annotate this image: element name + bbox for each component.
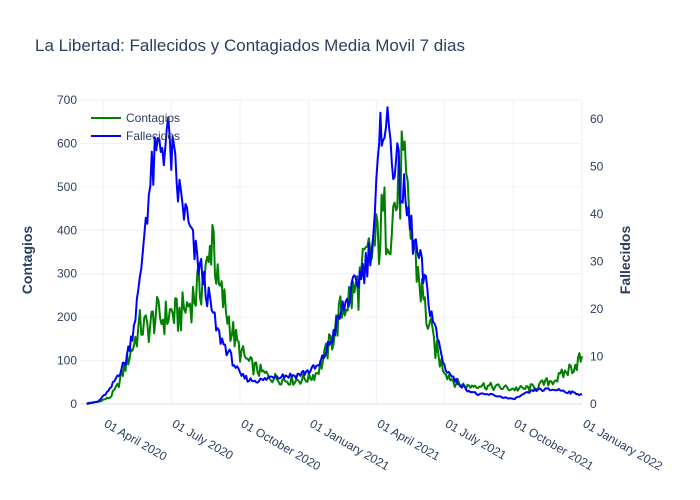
series-line-fallecidos [86,106,583,405]
legend-label-fallecidos: Fallecidos [126,129,180,143]
y-axis-left-title: Contagios [19,226,35,295]
y-left-tick-label: 200 [57,310,77,324]
y-right-tick-label: 40 [590,207,604,221]
y-left-tick-label: 700 [57,93,77,107]
chart-title: La Libertad: Fallecidos y Contagiados Me… [35,36,465,55]
y-right-tick-label: 60 [590,112,604,126]
x-tick-label: 01 July 2020 [170,416,236,462]
y-axis-left: 0 100 200 300 400 500 600 700 [57,93,77,411]
x-tick-label: 01 July 2021 [443,416,509,462]
y-axis-right-title: Fallecidos [617,226,633,295]
y-left-tick-label: 0 [70,397,77,411]
legend-label-contagios: Contagios [126,111,180,125]
y-axis-right: 0 10 20 30 40 50 60 [590,112,604,411]
y-right-tick-label: 20 [590,302,604,316]
y-right-tick-label: 10 [590,350,604,364]
y-left-tick-label: 400 [57,223,77,237]
grid [80,99,583,405]
y-left-tick-label: 100 [57,354,77,368]
x-axis: 01 April 2020 01 July 2020 01 October 2020… [102,416,666,473]
x-tick-label: 01 April 2020 [102,416,170,463]
y-right-tick-label: 0 [590,397,597,411]
y-left-tick-label: 300 [57,267,77,281]
y-left-tick-label: 500 [57,180,77,194]
plot-area [86,106,583,405]
y-right-tick-label: 50 [590,160,604,174]
legend[interactable]: Contagios Fallecidos [91,111,180,143]
y-left-tick-label: 600 [57,136,77,150]
series-line-contagios [86,130,583,405]
y-right-tick-label: 30 [590,255,604,269]
